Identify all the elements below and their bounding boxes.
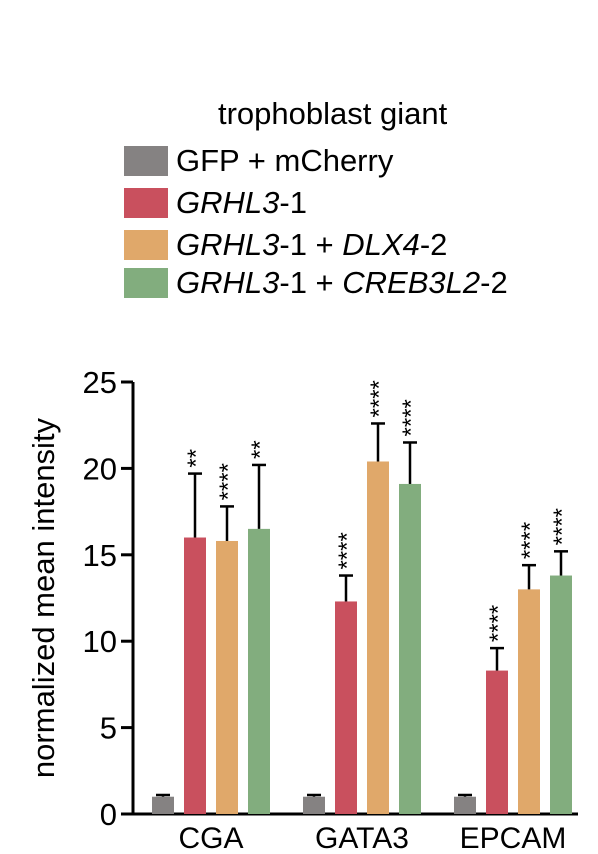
significance-label: **** bbox=[398, 399, 425, 436]
bar bbox=[248, 528, 270, 814]
significance-label: **** bbox=[366, 380, 393, 417]
y-tick-label: 25 bbox=[83, 365, 117, 400]
legend-label: GRHL3-1 + DLX4-2 bbox=[176, 227, 448, 262]
significance-label: ** bbox=[247, 440, 274, 459]
bar bbox=[303, 796, 325, 814]
legend: trophoblast giant GFP + mCherry GRHL3-1 … bbox=[0, 0, 598, 330]
y-tick-label: 0 bbox=[100, 797, 117, 832]
legend-label: GRHL3-1 bbox=[176, 185, 307, 220]
bar bbox=[335, 601, 357, 814]
significance-label: **** bbox=[485, 605, 512, 642]
x-tick-label: GATA3 bbox=[315, 822, 409, 854]
legend-title: trophoblast giant bbox=[218, 96, 448, 131]
legend-item: GRHL3-1 + DLX4-2 bbox=[124, 227, 448, 262]
y-axis-label: normalized mean intensity bbox=[26, 417, 61, 778]
legend-label: GRHL3-1 + CREB3L2-2 bbox=[176, 265, 508, 300]
bar bbox=[399, 483, 421, 814]
significance-label: **** bbox=[334, 532, 361, 569]
legend-swatch bbox=[124, 268, 168, 298]
y-tick-label: 10 bbox=[83, 624, 117, 659]
y-tick-label: 20 bbox=[83, 451, 117, 486]
bar bbox=[367, 461, 389, 814]
legend-swatch bbox=[124, 188, 168, 218]
legend-swatch bbox=[124, 146, 168, 176]
bar bbox=[550, 575, 572, 814]
bar bbox=[152, 796, 174, 814]
bar bbox=[216, 540, 238, 814]
y-tick-label: 15 bbox=[83, 538, 117, 573]
significance-label: ** bbox=[183, 449, 210, 468]
x-tick-label: EPCAM bbox=[460, 822, 567, 854]
bar bbox=[454, 796, 476, 814]
legend-item: GRHL3-1 bbox=[124, 185, 307, 220]
bar bbox=[184, 537, 206, 814]
significance-label: **** bbox=[517, 522, 544, 559]
bar bbox=[486, 670, 508, 814]
significance-label: **** bbox=[549, 508, 576, 545]
legend-item: GRHL3-1 + CREB3L2-2 bbox=[124, 265, 508, 300]
legend-label: GFP + mCherry bbox=[176, 143, 394, 178]
legend-swatch bbox=[124, 230, 168, 260]
significance-label: **** bbox=[215, 463, 242, 500]
y-tick-label: 5 bbox=[100, 711, 117, 746]
x-tick-label: CGA bbox=[178, 822, 243, 854]
bar bbox=[518, 589, 540, 814]
legend-item: GFP + mCherry bbox=[124, 143, 394, 178]
